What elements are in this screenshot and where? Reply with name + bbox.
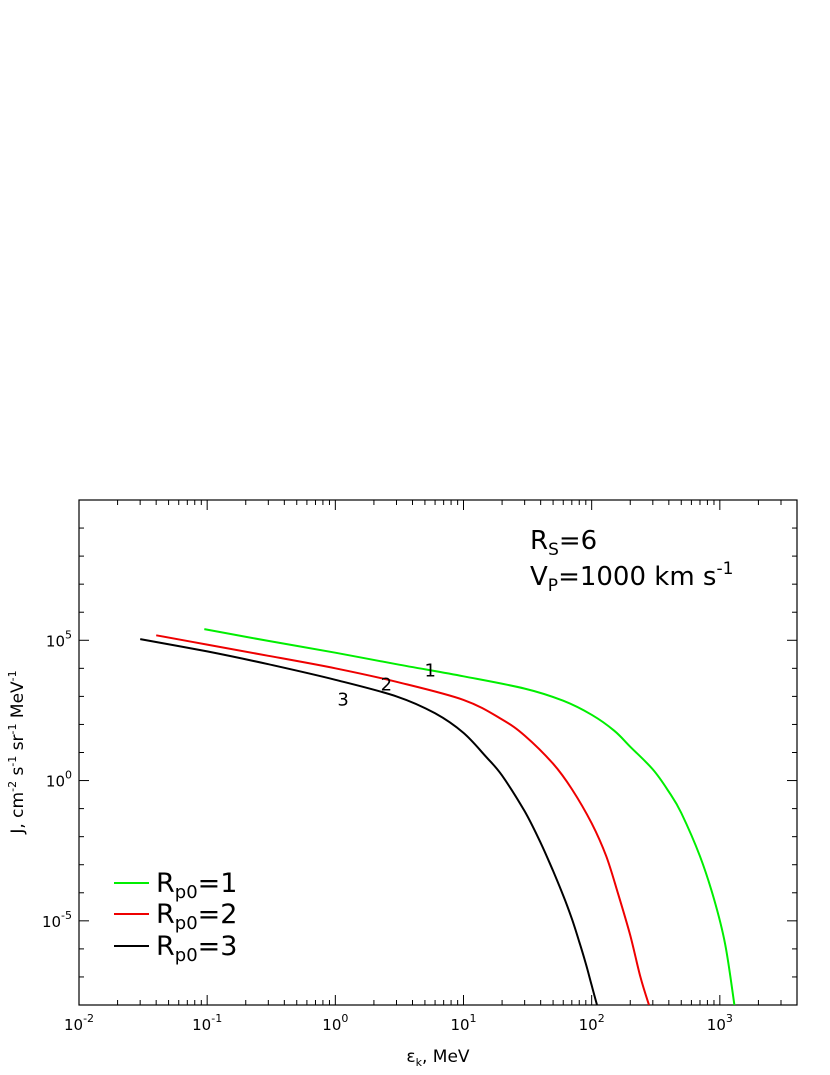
legend-item-rp0-2: Rp0=2 bbox=[114, 899, 237, 934]
legend-label-rp0-1: Rp0=1 bbox=[156, 868, 237, 903]
x-tick-label: 101 bbox=[450, 1012, 476, 1034]
curves bbox=[140, 628, 736, 1005]
legend-label-rp0-3: Rp0=3 bbox=[156, 931, 237, 966]
x-tick-label: 10-2 bbox=[64, 1012, 94, 1034]
y-axis-title: J, cm-2 s-1 sr-1 MeV-1 bbox=[6, 670, 28, 834]
x-tick-label: 102 bbox=[579, 1012, 605, 1034]
y-tick-label: 10-5 bbox=[42, 909, 72, 931]
series-line-rp0-1 bbox=[204, 628, 736, 1005]
legend-item-rp0-3: Rp0=3 bbox=[114, 931, 237, 966]
y-tick-label: 105 bbox=[46, 628, 72, 650]
vp-annotation: VP=1000 km s-1 bbox=[530, 559, 733, 596]
rs-annotation: RS=6 bbox=[530, 526, 597, 560]
x-tick-label: 100 bbox=[322, 1012, 348, 1034]
x-tick-label: 103 bbox=[707, 1012, 733, 1034]
legend-item-rp0-1: Rp0=1 bbox=[114, 868, 237, 903]
legend: Rp0=1 Rp0=2 Rp0=3 bbox=[114, 868, 237, 966]
y-tick-label: 100 bbox=[46, 769, 72, 791]
x-axis-title: εk, MeV bbox=[406, 1047, 470, 1069]
series-line-rp0-2 bbox=[156, 634, 650, 1005]
curve-label-2: 2 bbox=[381, 675, 392, 696]
curve-labels: 1 2 3 bbox=[337, 660, 436, 710]
curve-label-1: 1 bbox=[424, 660, 435, 681]
curve-label-3: 3 bbox=[337, 689, 348, 710]
series-line-rp0-3 bbox=[140, 638, 598, 1005]
x-tick-label: 10-1 bbox=[192, 1012, 222, 1034]
y-tick-labels: 105 100 10-5 bbox=[42, 628, 72, 931]
x-tick-labels: 10-2 10-1 100 101 102 103 bbox=[64, 1012, 733, 1034]
legend-label-rp0-2: Rp0=2 bbox=[156, 899, 237, 934]
axis-ticks bbox=[78, 499, 798, 1006]
